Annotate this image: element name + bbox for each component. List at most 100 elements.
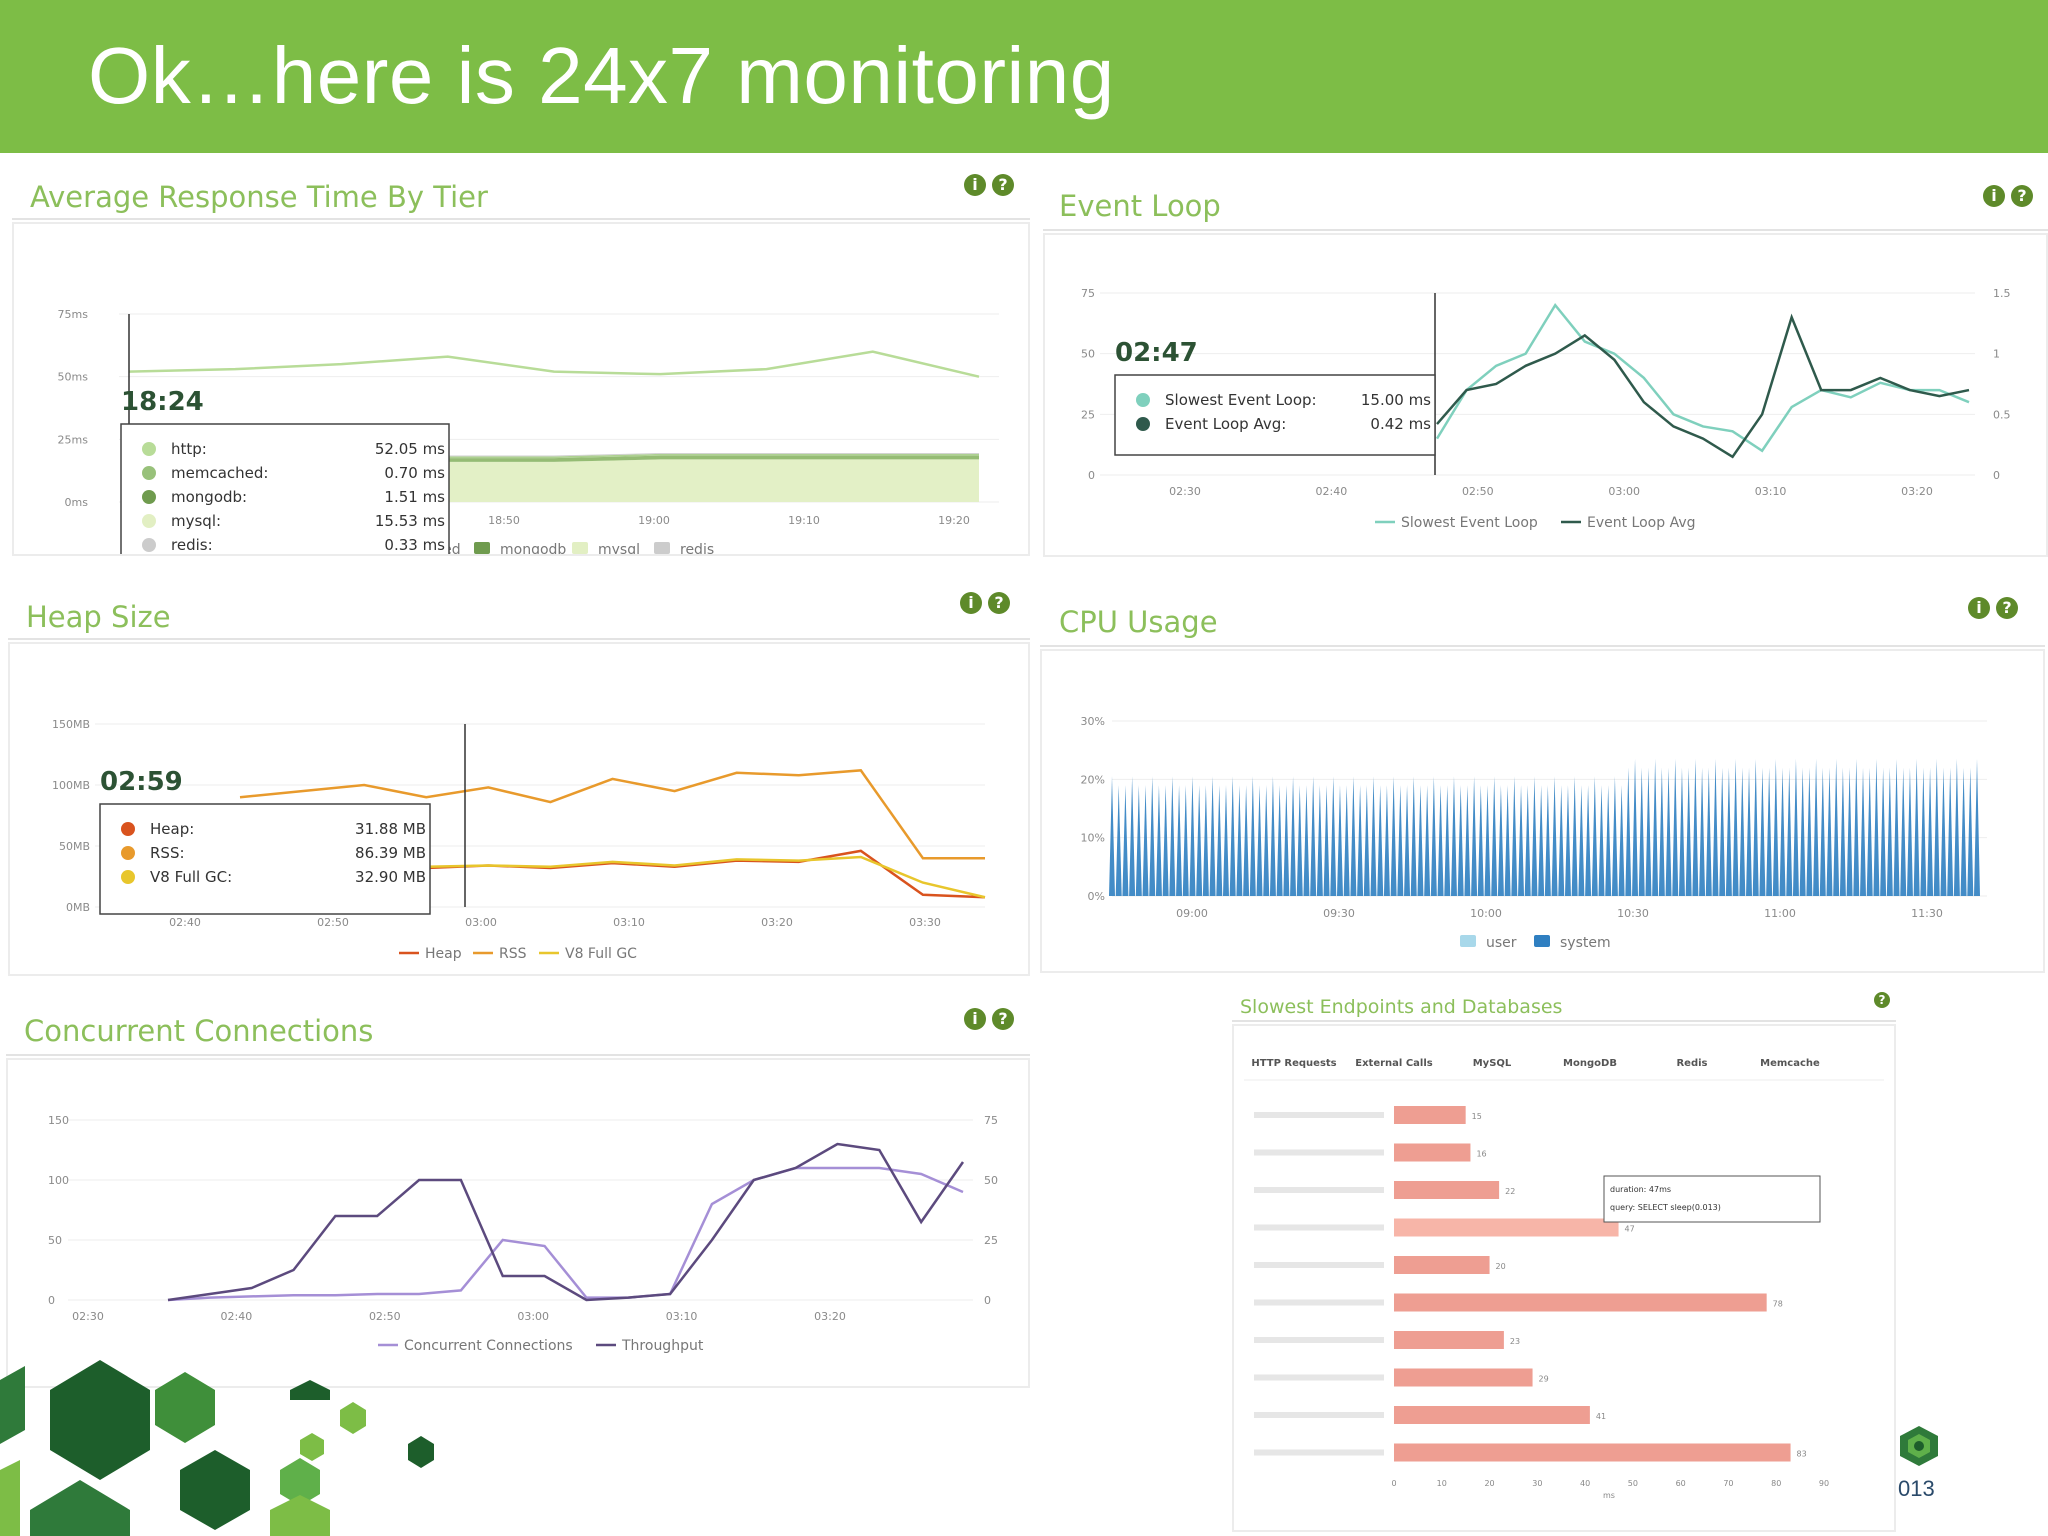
y-tick-label: 100	[48, 1174, 69, 1187]
chart-box: 75ms50ms25ms0ms18:5019:0019:1019:20ached…	[12, 222, 1030, 580]
chart-box: 75 50 25 0 1.5 1 0.5 0 02:30 02:40 02:50 03:00 03:10…	[1043, 233, 2048, 557]
help-icon[interactable]: ?	[992, 1008, 1014, 1030]
x-tick-label: 09:00	[1176, 907, 1208, 920]
bar	[1394, 1293, 1767, 1312]
cpu-spike	[1303, 785, 1310, 896]
help-icon[interactable]: ?	[1874, 992, 1890, 1008]
cpu-spike	[1880, 767, 1887, 896]
y-tick-label: 25	[1081, 408, 1095, 421]
help-icon[interactable]: ?	[2011, 185, 2033, 207]
cpu-spike	[1142, 785, 1149, 896]
cpu-spike	[1377, 785, 1384, 896]
cpu-spike	[1678, 767, 1685, 896]
tab-label: External Calls	[1355, 1058, 1432, 1069]
title-divider	[8, 638, 1030, 640]
bar	[1394, 1331, 1504, 1349]
cpu-spike	[1833, 758, 1840, 896]
bar-value-label: 29	[1539, 1375, 1549, 1384]
y-tick-label: 1	[1993, 348, 2000, 361]
x-tick-label: 03:20	[814, 1310, 846, 1323]
cpu-spike	[1162, 785, 1169, 896]
cpu-spike	[1290, 776, 1297, 896]
hexagon-shape	[270, 1495, 330, 1536]
cpu-spike	[1115, 785, 1122, 896]
help-icon[interactable]: ?	[988, 592, 1010, 614]
cpu-spike	[1263, 785, 1270, 896]
series-event-loop-avg	[1436, 313, 1970, 459]
bar	[1394, 1368, 1533, 1387]
x-tick-label: 03:00	[465, 916, 497, 929]
legend-label: system	[1560, 935, 1611, 951]
legend-swatch	[1460, 935, 1476, 947]
legend-swatch	[654, 542, 670, 554]
cpu-spike	[1243, 785, 1250, 896]
x-tick-label: 02:50	[1462, 485, 1494, 498]
cpu-spike	[1712, 758, 1719, 896]
cpu-spike	[1585, 785, 1592, 896]
cpu-spike	[1511, 776, 1518, 896]
legend-label: RSS	[499, 946, 527, 962]
tooltip-time: 02:47	[1115, 338, 1198, 368]
cpu-spike	[1182, 785, 1189, 896]
x-tick-label: 03:10	[666, 1310, 698, 1323]
hexagon-shape	[280, 1458, 320, 1506]
info-icon[interactable]: i	[960, 592, 982, 614]
cpu-spike	[1129, 776, 1136, 896]
x-tick-label: 03:10	[613, 916, 645, 929]
info-icon[interactable]: i	[1983, 185, 2005, 207]
help-icon[interactable]: ?	[992, 174, 1014, 196]
cpu-spike	[1746, 767, 1753, 896]
cpu-spike	[1625, 767, 1632, 896]
tab-label: Redis	[1676, 1058, 1707, 1069]
tooltip-label: redis:	[171, 536, 213, 554]
y-tick-label: 30%	[1081, 715, 1105, 728]
cpu-spike	[1752, 758, 1759, 896]
help-icon[interactable]: ?	[1996, 597, 2018, 619]
tooltip-label: V8 Full GC:	[150, 868, 232, 886]
legend-label: user	[1486, 935, 1517, 951]
event-loop-title: Event Loop	[1059, 189, 1221, 223]
heap-chart: 150MB 100MB 50MB 0MB 02:40 02:50 03:00 03:10 03:…	[52, 718, 986, 962]
y-tick-label: 0	[1993, 469, 2000, 482]
title-divider	[1043, 229, 2048, 231]
x-tick-label: 02:40	[221, 1310, 253, 1323]
tooltip-label: Heap:	[150, 820, 194, 838]
tooltip-duration: duration: 47ms	[1610, 1185, 1671, 1194]
tooltip-label: RSS:	[150, 844, 185, 862]
bar-value-label: 20	[1496, 1262, 1506, 1271]
x-tick-label: 19:00	[638, 514, 670, 527]
tooltip-swatch	[142, 490, 156, 504]
x-tick-label: 11:30	[1911, 907, 1943, 920]
y-tick-label: 75	[1081, 287, 1095, 300]
x-axis-label: ms	[1603, 1491, 1615, 1500]
cpu-panel: CPU Usage i ? 30% 20% 10% 0% 09:00 09:30 10:00…	[1040, 585, 2045, 975]
y-tick-label: 0	[984, 1294, 991, 1307]
cpu-spike	[1189, 776, 1196, 896]
row-label-placeholder	[1254, 1412, 1384, 1418]
cpu-spike	[1269, 776, 1276, 896]
cpu-spike	[1417, 785, 1424, 896]
cpu-spike	[1792, 758, 1799, 896]
title-divider	[12, 218, 1030, 220]
connections-chart: 150 100 50 0 75 50 25 0 02:30 02:40 02:50 03:00 03:1…	[48, 1114, 998, 1354]
y-tick-label: 50	[984, 1174, 998, 1187]
tooltip-value: 1.51 ms	[384, 488, 445, 506]
bar	[1394, 1406, 1590, 1424]
tooltip-value: 52.05 ms	[375, 440, 445, 458]
legend-swatch	[474, 542, 490, 554]
x-tick-label: 70	[1723, 1479, 1733, 1488]
x-tick-label: 03:30	[909, 916, 941, 929]
tooltip-label: memcached:	[171, 464, 268, 482]
info-icon[interactable]: i	[1968, 597, 1990, 619]
info-icon[interactable]: i	[964, 1008, 986, 1030]
legend-label: mongodb	[500, 542, 566, 554]
row-label-placeholder	[1254, 1337, 1384, 1343]
bar-value-label: 16	[1476, 1150, 1486, 1159]
slide-header: Ok…here is 24x7 monitoring	[0, 0, 2048, 153]
info-icon[interactable]: i	[964, 174, 986, 196]
response-time-title: Average Response Time By Tier	[30, 180, 488, 214]
cpu-spike	[1813, 758, 1820, 896]
cpu-spike	[1410, 776, 1417, 896]
tooltip-box	[1114, 374, 1436, 456]
legend-label: Event Loop Avg	[1587, 515, 1696, 531]
